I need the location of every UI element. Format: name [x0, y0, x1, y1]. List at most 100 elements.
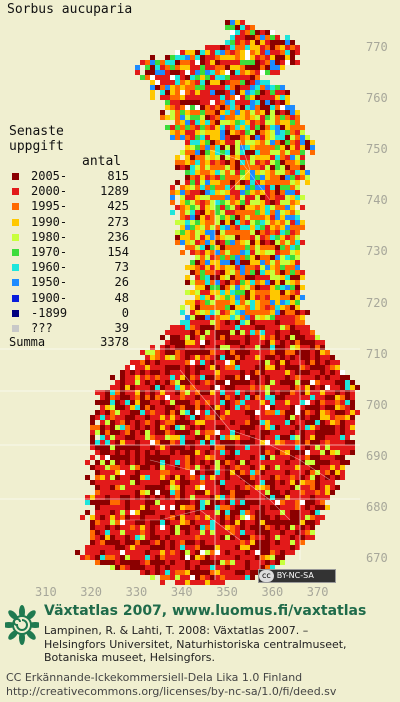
grid-cell	[125, 395, 130, 400]
grid-cell	[185, 110, 190, 115]
grid-cell	[275, 560, 280, 565]
grid-cell	[170, 455, 175, 460]
grid-cell	[285, 130, 290, 135]
grid-cell	[200, 65, 205, 70]
grid-cell	[245, 405, 250, 410]
grid-cell	[250, 405, 255, 410]
grid-cell	[200, 175, 205, 180]
grid-cell	[245, 550, 250, 555]
grid-cell	[225, 80, 230, 85]
grid-cell	[85, 550, 90, 555]
grid-cell	[120, 400, 125, 405]
grid-cell	[285, 375, 290, 380]
grid-cell	[275, 380, 280, 385]
grid-cell	[315, 375, 320, 380]
grid-cell	[160, 345, 165, 350]
grid-cell	[255, 345, 260, 350]
grid-cell	[250, 130, 255, 135]
grid-cell	[170, 515, 175, 520]
grid-cell	[215, 510, 220, 515]
grid-cell	[125, 375, 130, 380]
grid-cell	[260, 400, 265, 405]
grid-cell	[330, 425, 335, 430]
grid-cell	[215, 315, 220, 320]
grid-cell	[180, 520, 185, 525]
grid-cell	[110, 515, 115, 520]
grid-cell	[275, 285, 280, 290]
grid-cell	[210, 230, 215, 235]
grid-cell	[290, 240, 295, 245]
grid-cell	[280, 160, 285, 165]
cc-badge-text: BY-NC-SA	[276, 571, 314, 580]
grid-cell	[165, 435, 170, 440]
grid-cell	[205, 470, 210, 475]
grid-cell	[280, 240, 285, 245]
grid-cell	[340, 425, 345, 430]
grid-cell	[250, 175, 255, 180]
grid-cell	[180, 320, 185, 325]
grid-cell	[140, 400, 145, 405]
grid-cell	[315, 405, 320, 410]
grid-cell	[225, 255, 230, 260]
grid-cell	[225, 200, 230, 205]
grid-cell	[230, 165, 235, 170]
grid-cell	[270, 310, 275, 315]
grid-cell	[230, 135, 235, 140]
grid-cell	[105, 550, 110, 555]
grid-cell	[180, 350, 185, 355]
grid-cell	[285, 260, 290, 265]
legend-count: 39	[114, 321, 129, 335]
grid-cell	[300, 125, 305, 130]
footer-license: CC Erkännande-Ickekommersiell-Dela Lika …	[6, 671, 336, 699]
grid-cell	[185, 190, 190, 195]
grid-cell	[210, 575, 215, 580]
grid-cell	[115, 380, 120, 385]
grid-cell	[220, 495, 225, 500]
grid-cell	[160, 380, 165, 385]
grid-cell	[210, 150, 215, 155]
grid-cell	[135, 490, 140, 495]
grid-cell	[190, 95, 195, 100]
legend-row: 1900- 48	[9, 291, 129, 307]
grid-cell	[210, 500, 215, 505]
grid-cell	[180, 475, 185, 480]
license-url[interactable]: http://creativecommons.org/licenses/by-n…	[6, 685, 337, 698]
grid-cell	[165, 485, 170, 490]
grid-cell	[350, 440, 355, 445]
grid-cell	[160, 470, 165, 475]
grid-cell	[265, 475, 270, 480]
grid-cell	[295, 425, 300, 430]
grid-cell	[275, 90, 280, 95]
grid-cell	[250, 445, 255, 450]
grid-cell	[260, 290, 265, 295]
grid-cell	[270, 445, 275, 450]
grid-cell	[185, 140, 190, 145]
cc-license-badge[interactable]: cc BY-NC-SA	[258, 569, 336, 583]
grid-cell	[220, 255, 225, 260]
grid-cell	[170, 70, 175, 75]
grid-cell	[185, 370, 190, 375]
grid-cell	[170, 125, 175, 130]
grid-cell	[160, 460, 165, 465]
grid-cell	[290, 520, 295, 525]
grid-cell	[100, 420, 105, 425]
grid-cell	[300, 390, 305, 395]
grid-cell	[295, 140, 300, 145]
grid-cell	[290, 260, 295, 265]
grid-cell	[270, 315, 275, 320]
grid-cell	[255, 110, 260, 115]
grid-cell	[335, 425, 340, 430]
grid-cell	[215, 505, 220, 510]
grid-cell	[225, 145, 230, 150]
grid-cell	[110, 550, 115, 555]
grid-cell	[200, 465, 205, 470]
grid-cell	[185, 105, 190, 110]
grid-cell	[290, 245, 295, 250]
grid-cell	[270, 460, 275, 465]
grid-cell	[230, 300, 235, 305]
grid-cell	[240, 65, 245, 70]
grid-cell	[290, 150, 295, 155]
grid-cell	[320, 450, 325, 455]
grid-cell	[155, 495, 160, 500]
legend-count-header: antal	[82, 154, 122, 169]
